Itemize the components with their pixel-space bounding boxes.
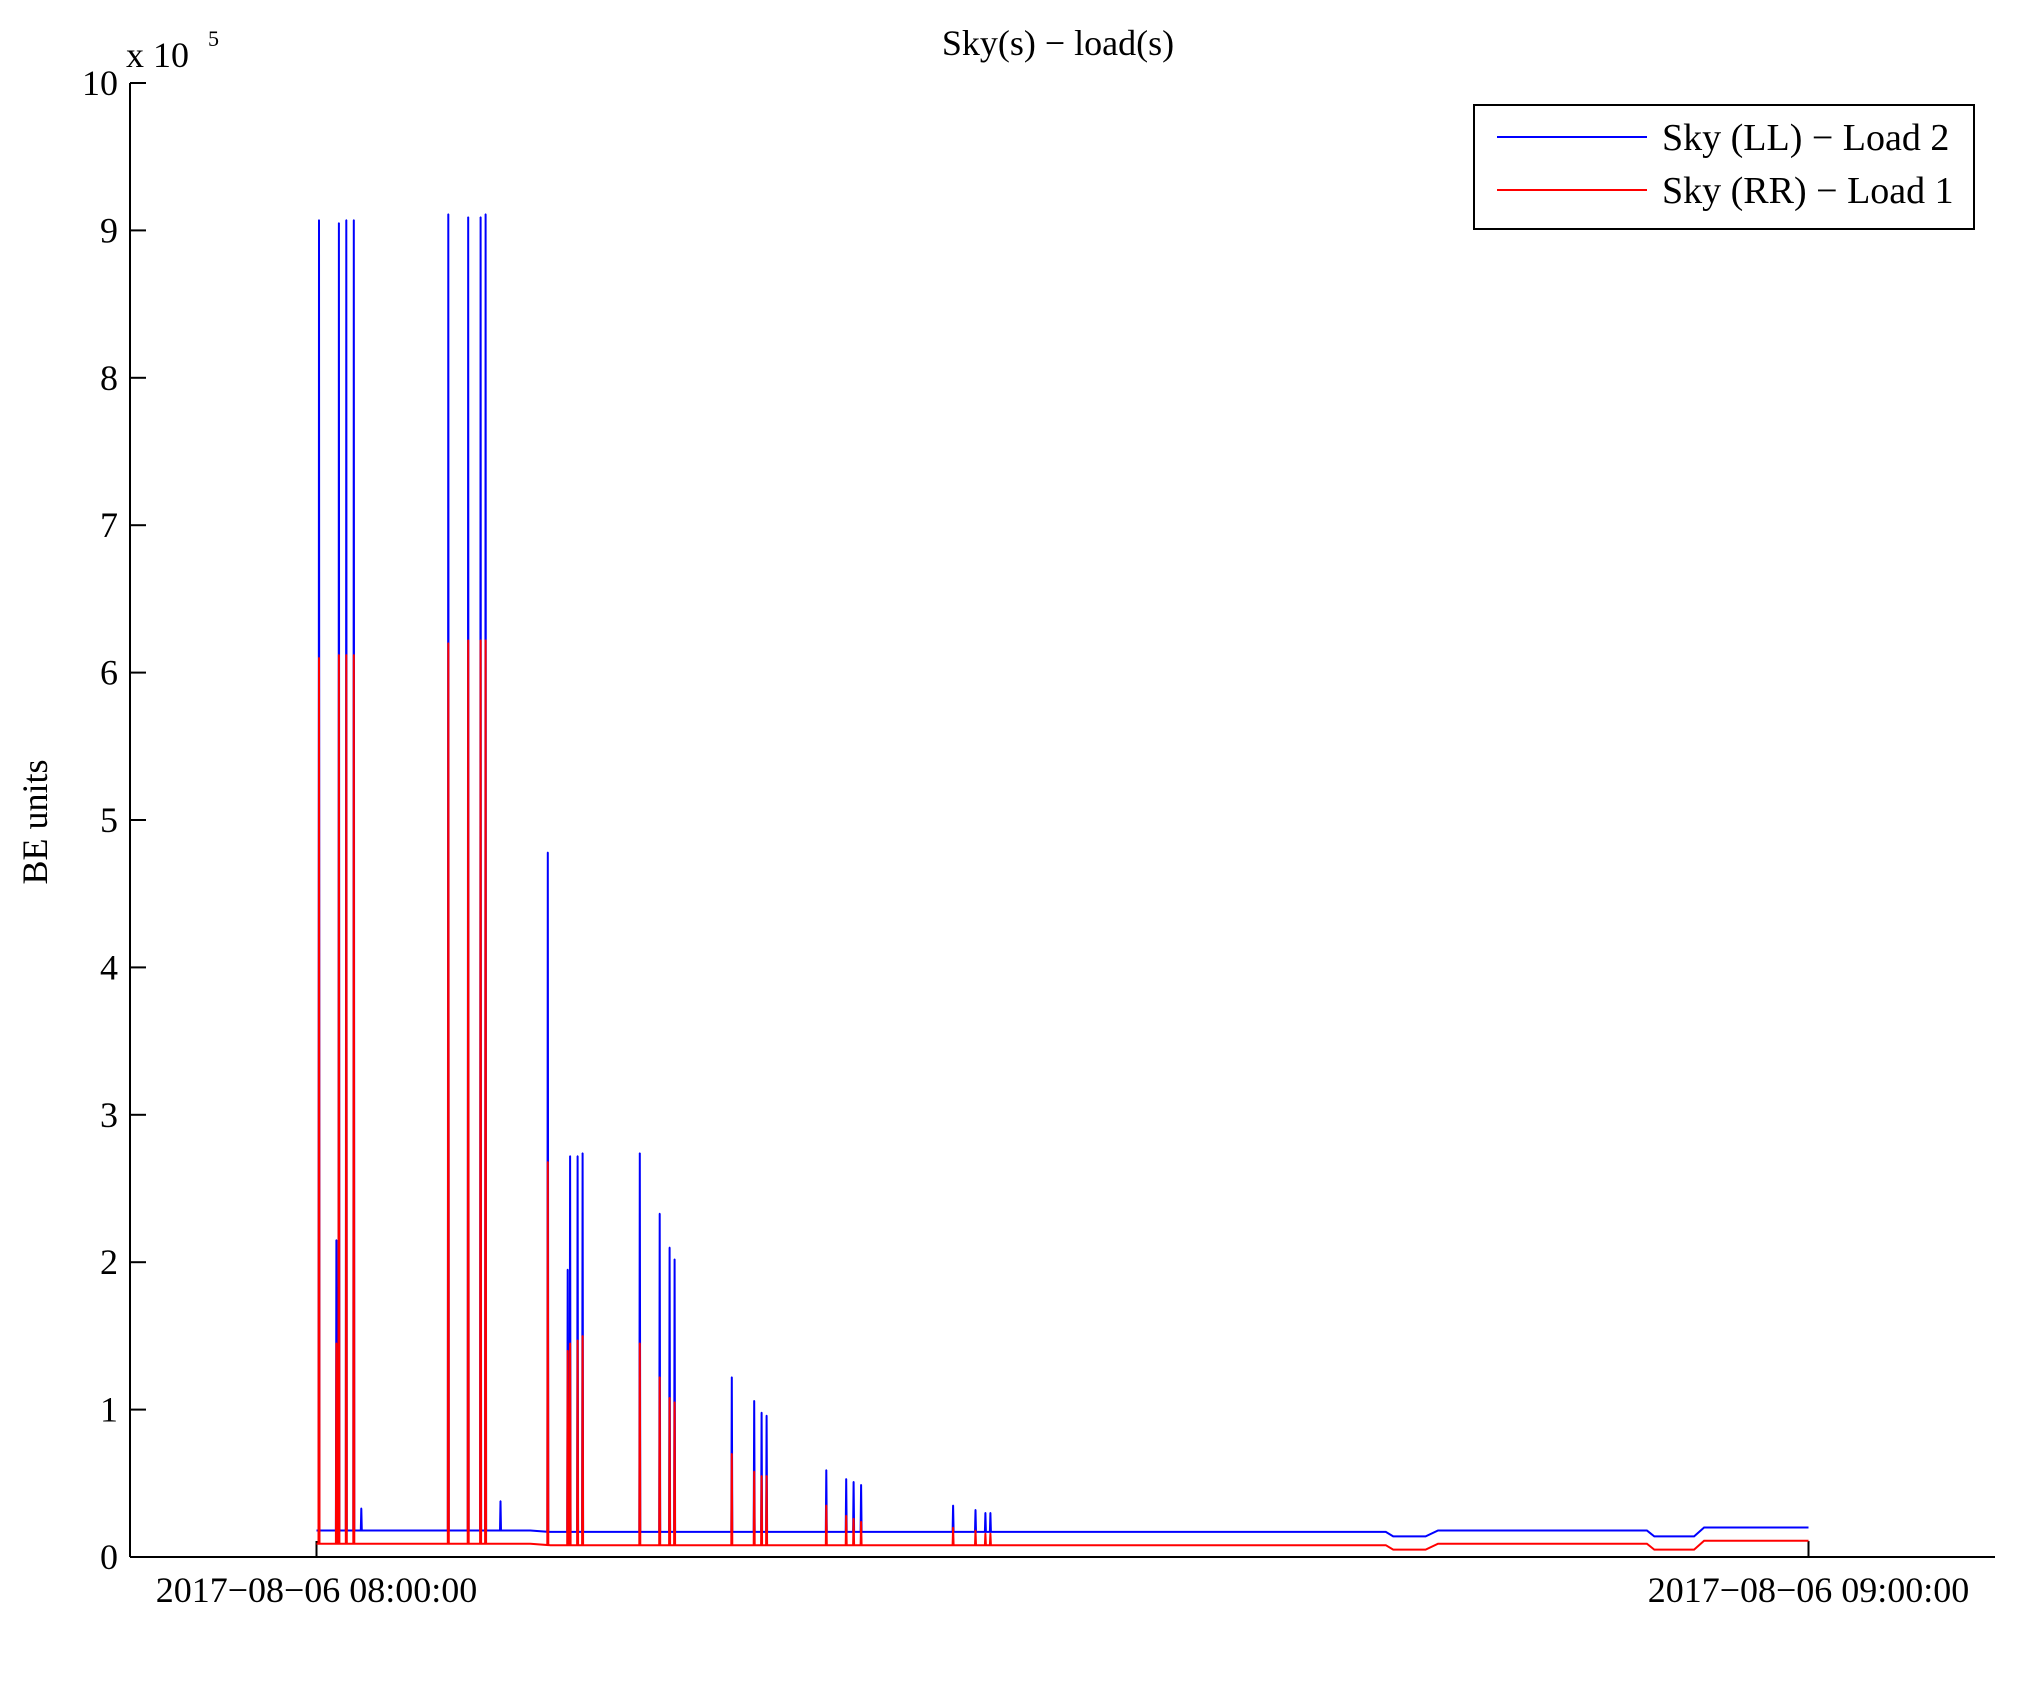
data-point (345, 654, 348, 656)
data-point (546, 1161, 549, 1163)
data-point (353, 219, 355, 221)
x-tick-label: 2017−08−06 08:00:00 (156, 1570, 478, 1610)
data-point (484, 213, 487, 215)
data-point (989, 1511, 992, 1514)
data-point (753, 1470, 755, 1473)
data-point (730, 1376, 733, 1378)
data-point (581, 1335, 584, 1337)
data-point (638, 1342, 641, 1345)
data-point (673, 1258, 676, 1261)
data-point (484, 639, 487, 641)
y-tick-label: 1 (100, 1390, 118, 1430)
y-tick-label: 7 (100, 505, 118, 545)
legend-box (1473, 104, 1975, 230)
legend-label-rr: Sky (RR) − Load 1 (1662, 170, 1954, 212)
data-point (974, 1509, 977, 1511)
data-point (353, 654, 355, 656)
data-point (479, 216, 482, 218)
legend-label-ll: Sky (LL) − Load 2 (1662, 117, 1949, 159)
data-point (860, 1483, 862, 1486)
data-point (658, 1376, 661, 1378)
data-point (318, 657, 320, 659)
x-tick-label: 2017−08−06 09:00:00 (1648, 1570, 1970, 1610)
legend: Sky (LL) − Load 2 Sky (RR) − Load 1 (1473, 104, 1975, 230)
data-point (673, 1401, 676, 1404)
data-point (765, 1475, 768, 1477)
data-point (338, 654, 340, 656)
data-point (318, 219, 320, 221)
axes: 0 1 2 3 4 5 6 7 8 9 10 2017−08−06 08:00:00 2017−08−0… (82, 63, 1995, 1610)
y-tick-label: 10 (82, 63, 118, 103)
data-point (845, 1478, 847, 1480)
data-point (668, 1397, 671, 1399)
data-point (569, 1155, 571, 1157)
data-point (730, 1453, 733, 1455)
data-point (546, 851, 549, 854)
data-point (852, 1517, 855, 1520)
data-point (479, 639, 482, 641)
data-point (760, 1411, 763, 1414)
data-point (984, 1532, 987, 1535)
data-point (345, 219, 348, 221)
data-point (845, 1514, 847, 1517)
y-tick-label: 2 (100, 1242, 118, 1282)
data-point (825, 1504, 828, 1507)
data-point (852, 1481, 855, 1483)
data-point (499, 1500, 502, 1502)
data-point (335, 1342, 338, 1345)
data-point (825, 1469, 828, 1471)
data-point (569, 1342, 571, 1345)
data-point (447, 642, 450, 644)
data-point (860, 1520, 862, 1523)
data-point (658, 1212, 661, 1215)
series-line-rr (316, 640, 1809, 1551)
data-point (566, 1349, 569, 1352)
data-point (765, 1414, 768, 1417)
data-point (668, 1246, 671, 1249)
data-point (753, 1399, 755, 1402)
data-point (467, 216, 469, 218)
chart-title: Sky(s) − load(s) (942, 23, 1174, 63)
data-point (984, 1511, 987, 1514)
data-point (952, 1526, 954, 1529)
data-point (335, 1239, 338, 1241)
y-exponent-label: x 10 (126, 35, 189, 75)
data-point (638, 1152, 641, 1154)
y-tick-label: 4 (100, 947, 118, 987)
data-point (576, 1339, 579, 1342)
y-tick-label: 8 (100, 358, 118, 398)
series-line-ll (316, 214, 1809, 1538)
y-axis-label: BE units (15, 759, 55, 884)
data-point (447, 213, 450, 215)
data-point (338, 222, 340, 224)
data-point (360, 1507, 363, 1510)
y-exponent-value: 5 (208, 26, 219, 51)
data-point (760, 1475, 763, 1477)
y-tick-label: 5 (100, 800, 118, 840)
y-tick-label: 9 (100, 210, 118, 250)
data-point (566, 1268, 569, 1271)
series-layer (316, 213, 1809, 1551)
data-point (952, 1504, 954, 1507)
data-point (989, 1532, 992, 1535)
y-tick-label: 3 (100, 1095, 118, 1135)
y-tick-label: 0 (100, 1537, 118, 1577)
y-tick-label: 6 (100, 653, 118, 693)
data-point (467, 639, 469, 641)
data-point (581, 1152, 584, 1154)
data-point (576, 1155, 579, 1157)
data-point (974, 1529, 977, 1532)
